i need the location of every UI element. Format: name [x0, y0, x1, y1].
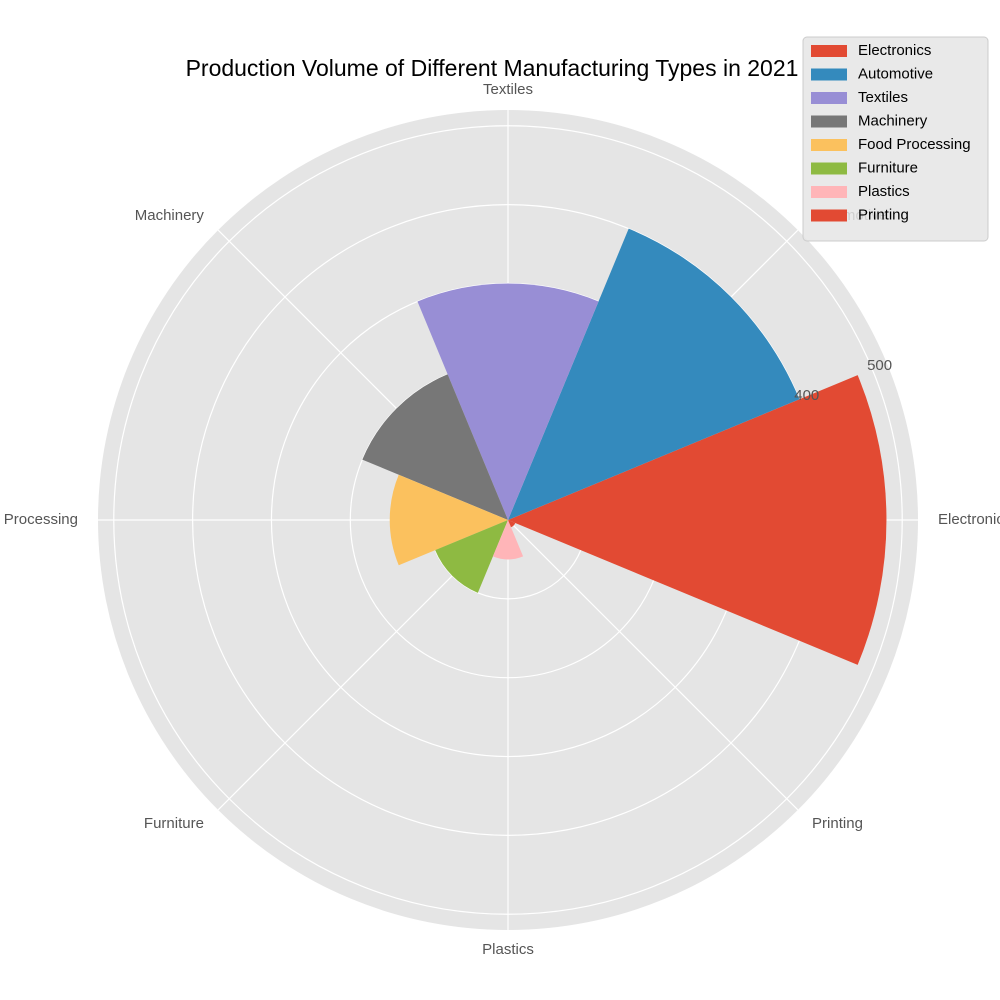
bar-machinery: [362, 374, 508, 520]
legend-label: Machinery: [858, 112, 928, 129]
legend-swatch: [811, 92, 847, 104]
radial-tick-label: 400: [794, 387, 819, 404]
legend-swatch: [811, 45, 847, 57]
bar-electronics: [508, 375, 887, 665]
category-label: Food Processing: [0, 511, 78, 528]
legend-box: [802, 36, 989, 242]
legend-label: Electronics: [858, 42, 931, 59]
bars: [362, 228, 887, 665]
category-label: Electronics: [938, 511, 1000, 528]
category-label: Furniture: [144, 815, 204, 832]
radial-tick-label: 500: [867, 357, 892, 374]
legend: Electronics Automotive Textiles Machinery Fo…: [802, 36, 989, 242]
bar-textiles: [417, 283, 599, 520]
legend-swatch: [811, 115, 847, 128]
bar-plastics: [492, 520, 524, 560]
legend-label: Textiles: [858, 89, 908, 106]
legend-label: Food Processing: [858, 136, 971, 153]
bar-printing: [508, 520, 516, 528]
chart-title: Production Volume of Different Manufactu…: [186, 55, 799, 81]
legend-label: Automotive: [858, 65, 933, 82]
legend-label: Printing: [858, 206, 909, 223]
category-label: Printing: [812, 815, 863, 832]
category-label: Textiles: [483, 81, 533, 98]
legend-swatch: [811, 209, 847, 222]
bar-food-processing: [389, 474, 508, 566]
legend-swatch: [811, 139, 847, 151]
legend-swatch: [811, 68, 847, 81]
bar-automotive: [508, 228, 800, 520]
legend-swatch: [811, 186, 847, 198]
bar-furniture: [435, 520, 508, 593]
legend-swatch: [811, 162, 847, 175]
legend-label: Furniture: [858, 159, 918, 176]
radial-tick-labels: 400 500: [794, 357, 892, 404]
category-label: Machinery: [135, 207, 205, 224]
grid-spoke: [507, 519, 799, 811]
legend-label: Plastics: [858, 183, 910, 200]
category-label: Plastics: [482, 941, 534, 958]
